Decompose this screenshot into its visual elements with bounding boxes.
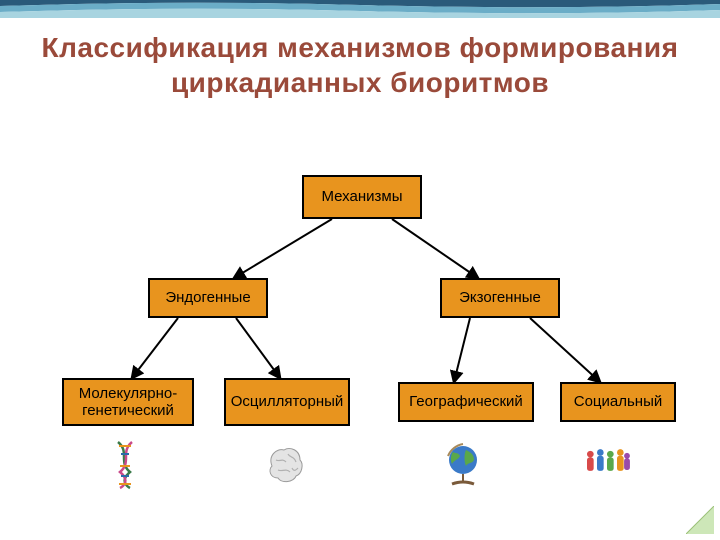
node-geo: Географический <box>398 382 534 422</box>
brain-icon <box>260 440 310 490</box>
node-label: Осцилляторный <box>231 393 344 410</box>
node-label: Механизмы <box>322 188 403 205</box>
globe-icon <box>438 440 488 490</box>
people-icon <box>582 440 632 490</box>
node-endo: Эндогенные <box>148 278 268 318</box>
node-label: Молекулярно-генетический <box>70 385 186 420</box>
node-soc: Социальный <box>560 382 676 422</box>
node-molgen: Молекулярно-генетический <box>62 378 194 426</box>
node-osc: Осцилляторный <box>224 378 350 426</box>
slide-title: Классификация механизмов формирования ци… <box>0 30 720 100</box>
node-label: Экзогенные <box>459 289 541 306</box>
node-root: Механизмы <box>302 175 422 219</box>
dna-icon <box>100 440 150 490</box>
node-exo: Экзогенные <box>440 278 560 318</box>
node-label: Социальный <box>574 393 663 410</box>
top-wave-border <box>0 0 720 18</box>
node-label: Эндогенные <box>165 289 250 306</box>
node-label: Географический <box>409 393 523 410</box>
page-curl-icon <box>686 506 714 534</box>
